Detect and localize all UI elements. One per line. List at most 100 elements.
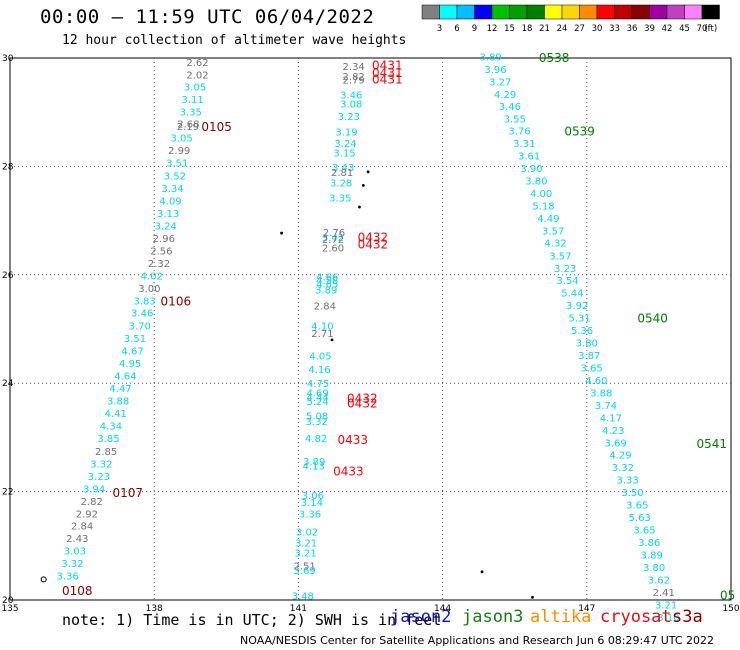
island-dot [330, 338, 334, 342]
swh-value-s3a: 2.02 [186, 70, 208, 81]
swh-value-s3a: 2.82 [81, 497, 103, 508]
marker-open-circle [40, 576, 47, 583]
swh-value-jason3: 3.74 [595, 401, 617, 412]
swh-value-jason3: 3.76 [508, 127, 530, 138]
x-tick-label: 138 [146, 604, 163, 614]
swh-value-cryosat: 3.32 [306, 417, 328, 428]
colorbar-swatch [544, 4, 563, 20]
swh-value-cryosat: 3.36 [299, 509, 321, 520]
swh-value-jason3: 3.96 [484, 65, 506, 76]
swh-value-cryosat: 3.42 [322, 233, 344, 244]
colorbar-swatch [666, 4, 685, 20]
time-label: 0433 [337, 433, 368, 447]
swh-value-cryosat: 4.82 [305, 434, 327, 445]
swh-value-jason3: 3.31 [513, 139, 535, 150]
colorbar-label: 18 [522, 24, 533, 34]
colorbar-label: (ft) [704, 24, 717, 34]
legend-cryosat: cryosat [600, 607, 672, 627]
swh-value-cryosat: 4.75 [307, 379, 329, 390]
time-label: 0108 [62, 584, 93, 598]
swh-value-s3a: 2.99 [168, 146, 190, 157]
island-dot [361, 183, 365, 187]
colorbar-swatch [649, 4, 668, 20]
swh-value-jason3: 4.49 [537, 214, 559, 225]
swh-value-cryosat: 3.46 [340, 90, 362, 101]
colorbar-swatch [701, 4, 720, 20]
swh-value-s3a: 4.02 [141, 271, 163, 282]
swh-value-s3a: 3.46 [131, 309, 153, 320]
swh-value-s3a: 4.47 [109, 384, 131, 395]
credits-line: NOAA/NESDIS Center for Satellite Applica… [240, 634, 715, 647]
swh-value-jason3: 3.65 [626, 501, 648, 512]
swh-value-s3a: 3.23 [88, 472, 110, 483]
swh-value-jason3: 3.90 [520, 164, 542, 175]
y-tick-label: 24 [2, 379, 14, 389]
swh-value-s3a: 3.51 [166, 159, 188, 170]
x-tick-label: 135 [1, 604, 18, 614]
swh-value-cryosat: 2.82 [343, 72, 365, 83]
swh-value-jason3: 3.80 [525, 176, 547, 187]
swh-value-cryosat: 3.21 [294, 548, 316, 559]
swh-value-cryosat: 4.69 [306, 388, 328, 399]
time-label: 0541 [696, 437, 727, 451]
colorbar-label: 15 [504, 24, 515, 34]
swh-value-s3a: 2.32 [148, 259, 170, 270]
colorbar-swatch [561, 4, 580, 20]
colorbar-label: 21 [539, 24, 550, 34]
swh-value-s3a: 3.32 [90, 459, 112, 470]
colorbar-swatch [526, 4, 545, 20]
y-tick-label: 20 [2, 596, 14, 606]
swh-value-cryosat: 4.58 [316, 276, 338, 287]
colorbar-label: 39 [644, 24, 655, 34]
time-label: 0540 [637, 312, 668, 326]
swh-value-cryosat: 4.44 [306, 393, 328, 404]
swh-value-s3a: 3.05 [184, 83, 206, 94]
swh-value-s3a: 3.85 [97, 434, 119, 445]
x-tick-label: 150 [722, 604, 739, 614]
x-tick-label: 144 [434, 604, 451, 614]
swh-value-cryosat: 3.15 [333, 148, 355, 159]
swh-value-jason3: 3.33 [617, 476, 639, 487]
swh-value-cryosat: 3.21 [295, 539, 317, 550]
colorbar-label: 9 [472, 24, 477, 34]
swh-value-cryosat: 2.60 [322, 244, 344, 255]
footer-note: note: 1) Time is in UTC; 2) SWH is in fe… [62, 611, 442, 629]
swh-value-s3a: 2.19 [177, 122, 199, 133]
swh-value-cryosat: 4.66 [316, 272, 338, 283]
swh-value-jason3: 3.54 [556, 276, 578, 287]
colorbar-swatch [509, 4, 528, 20]
swh-value-jason3: 3.27 [489, 77, 511, 88]
swh-value-jason3: 3.89 [480, 52, 502, 63]
swh-value-jason3: 2.41 [653, 588, 675, 599]
swh-value-s3a: 3.34 [161, 184, 183, 195]
swh-value-jason3: 3.80 [576, 339, 598, 350]
swh-value-cryosat: 2.76 [323, 228, 345, 239]
time-label: 0105 [201, 120, 232, 134]
swh-value-jason3: 3.92 [566, 301, 588, 312]
swh-value-s3a: 2.92 [76, 509, 98, 520]
swh-value-s3a: 2.96 [153, 234, 175, 245]
chart-title: 00:00 – 11:59 UTC 06/04/2022 [40, 6, 375, 28]
swh-value-s3a: 3.70 [129, 322, 151, 333]
island-dot [531, 595, 534, 599]
swh-value-jason3: 4.32 [544, 238, 566, 249]
time-label: 0432 [347, 391, 378, 405]
swh-value-cryosat: 3.06 [302, 491, 324, 502]
swh-value-jason3: 3.87 [578, 351, 600, 362]
x-tick-label: 147 [578, 604, 595, 614]
swh-value-s3a: 3.94 [83, 484, 105, 495]
colorbar-label: 45 [679, 24, 690, 34]
swh-value-cryosat: 3.43 [332, 163, 354, 174]
swh-value-jason3: 3.88 [590, 388, 612, 399]
swh-value-s3a: 3.88 [107, 397, 129, 408]
x-tick-label: 141 [290, 604, 307, 614]
swh-value-jason3: 3.65 [580, 363, 602, 374]
colorbar-label: 12 [487, 24, 498, 34]
swh-value-s3a: 3.35 [180, 108, 202, 119]
swh-value-cryosat: 3.35 [329, 193, 351, 204]
swh-value-s3a: 3.83 [133, 296, 155, 307]
swh-value-s3a: 3.11 [182, 95, 204, 106]
island-dot [480, 570, 484, 574]
swh-value-jason3: 5.36 [571, 326, 593, 337]
